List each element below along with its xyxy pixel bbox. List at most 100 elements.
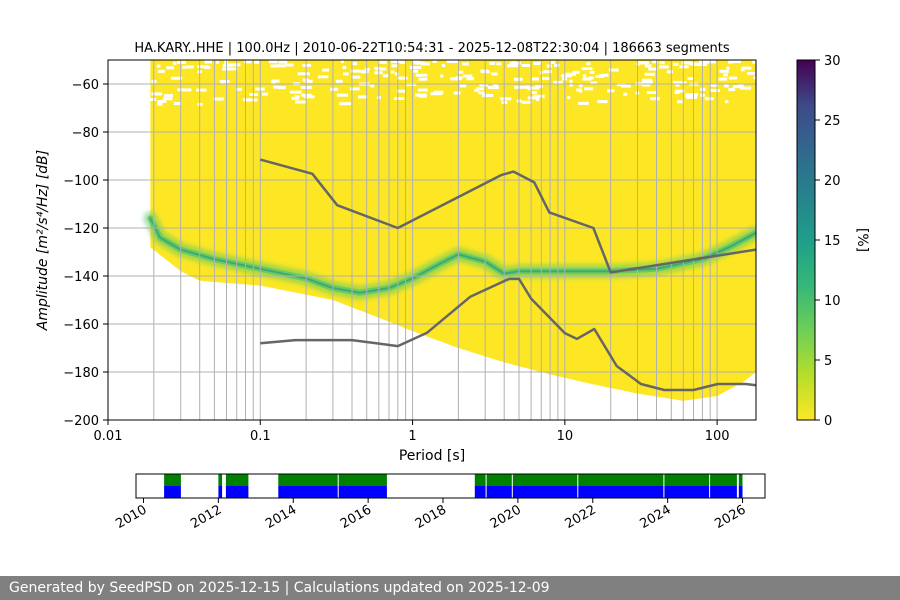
data-availability-timeline bbox=[164, 474, 743, 498]
heatmap-empty-bin bbox=[704, 97, 714, 101]
y-axis-ticks: −60 −80 −100 −120 −140 −160 −180 −200 bbox=[63, 78, 108, 429]
heatmap-empty-bin bbox=[621, 84, 631, 88]
heatmap-empty-bin bbox=[322, 68, 329, 72]
heatmap-empty-bin bbox=[709, 83, 719, 87]
heatmap-empty-bin bbox=[686, 95, 698, 99]
heatmap-empty-bin bbox=[213, 97, 224, 101]
heatmap-empty-bin bbox=[374, 66, 381, 70]
heatmap-empty-bin bbox=[724, 100, 729, 104]
heatmap-empty-bin bbox=[644, 72, 655, 76]
heatmap-empty-bin bbox=[512, 61, 516, 65]
heatmap-empty-bin bbox=[440, 74, 444, 78]
heatmap-empty-bin bbox=[474, 88, 479, 92]
colorbar-tick-label: 30 bbox=[824, 54, 841, 69]
heatmap-empty-bin bbox=[616, 83, 626, 87]
heatmap-empty-bin bbox=[695, 63, 708, 66]
heatmap-empty-bin bbox=[364, 67, 370, 71]
timeline-tick-label: 2016 bbox=[338, 502, 374, 532]
heatmap-empty-bin bbox=[271, 81, 276, 85]
psd-heatmap bbox=[143, 60, 756, 401]
heatmap-empty-bin bbox=[543, 70, 552, 74]
heatmap-empty-bin bbox=[420, 62, 430, 66]
colorbar-ticks: 0 5 10 15 20 25 30 bbox=[815, 54, 841, 429]
heatmap-empty-bin bbox=[400, 60, 406, 64]
heatmap-empty-bin bbox=[546, 64, 552, 68]
heatmap-empty-bin bbox=[219, 79, 230, 83]
heatmap-empty-bin bbox=[528, 87, 532, 91]
heatmap-empty-bin bbox=[719, 69, 729, 73]
heatmap-empty-bin bbox=[531, 91, 537, 94]
timeline-tick-label: 2014 bbox=[263, 502, 299, 532]
heatmap-empty-bin bbox=[450, 77, 460, 81]
timeline-tick-label: 2018 bbox=[413, 502, 449, 532]
heatmap-empty-bin bbox=[681, 61, 688, 65]
heatmap-empty-bin bbox=[491, 72, 498, 76]
heatmap-empty-bin bbox=[677, 100, 683, 104]
heatmap-empty-bin bbox=[228, 67, 238, 71]
heatmap-empty-bin bbox=[532, 77, 539, 81]
heatmap-empty-bin bbox=[197, 65, 209, 69]
x-axis-ticks: 0.01 0.1 1 10 100 bbox=[94, 420, 730, 444]
heatmap-empty-bin bbox=[650, 97, 660, 101]
heatmap-empty-bin bbox=[335, 79, 343, 83]
heatmap-empty-bin bbox=[216, 60, 220, 64]
heatmap-empty-bin bbox=[590, 81, 598, 85]
colorbar-tick-label: 0 bbox=[824, 414, 832, 429]
x-tick-label: 100 bbox=[705, 429, 730, 444]
heatmap-empty-bin bbox=[172, 61, 177, 65]
heatmap-empty-bin bbox=[482, 94, 494, 97]
timeline-data-available-bar bbox=[218, 474, 223, 486]
colorbar-tick-label: 5 bbox=[824, 354, 832, 369]
heatmap-empty-bin bbox=[340, 60, 344, 63]
heatmap-empty-bin bbox=[336, 93, 348, 97]
heatmap-empty-bin bbox=[351, 75, 361, 79]
heatmap-empty-bin bbox=[521, 64, 530, 67]
heatmap-empty-bin bbox=[476, 87, 485, 91]
y-tick-label: −140 bbox=[63, 270, 99, 285]
colorbar-tick-label: 10 bbox=[824, 294, 841, 309]
heatmap-empty-bin bbox=[285, 63, 294, 67]
heatmap-empty-bin bbox=[415, 73, 428, 77]
timeline-tick-label: 2020 bbox=[488, 502, 524, 532]
heatmap-empty-bin bbox=[726, 66, 730, 70]
heatmap-empty-bin bbox=[646, 91, 657, 94]
heatmap-empty-bin bbox=[151, 92, 163, 96]
heatmap-empty-bin bbox=[394, 97, 405, 100]
heatmap-empty-bin bbox=[533, 94, 545, 98]
heatmap-empty-bin bbox=[731, 60, 741, 64]
heatmap-empty-bin bbox=[157, 102, 163, 106]
heatmap-empty-bin bbox=[370, 84, 375, 88]
heatmap-empty-bin bbox=[500, 97, 512, 101]
heatmap-empty-bin bbox=[507, 64, 519, 68]
heatmap-empty-bin bbox=[349, 87, 360, 91]
heatmap-empty-bin bbox=[382, 74, 389, 78]
heatmap-empty-bin bbox=[753, 76, 756, 80]
heatmap-empty-bin bbox=[396, 89, 406, 93]
heatmap-empty-bin bbox=[361, 70, 369, 74]
heatmap-empty-bin bbox=[579, 84, 583, 88]
heatmap-empty-bin bbox=[418, 88, 428, 92]
heatmap-empty-bin bbox=[182, 65, 186, 69]
heatmap-empty-bin bbox=[675, 89, 685, 93]
heatmap-empty-bin bbox=[291, 96, 299, 100]
heatmap-empty-bin bbox=[295, 100, 307, 104]
heatmap-empty-bin bbox=[554, 63, 560, 67]
heatmap-empty-bin bbox=[351, 62, 358, 66]
y-tick-label: −200 bbox=[63, 414, 99, 429]
heatmap-empty-bin bbox=[432, 60, 437, 63]
heatmap-empty-bin bbox=[581, 67, 593, 71]
heatmap-empty-bin bbox=[459, 84, 467, 88]
heatmap-empty-bin bbox=[164, 94, 173, 98]
heatmap-empty-bin bbox=[157, 100, 167, 103]
footer-bar: Generated by SeedPSD on 2025-12-15 | Cal… bbox=[0, 576, 900, 600]
timeline-tick-label: 2010 bbox=[113, 502, 149, 532]
heatmap-empty-bin bbox=[330, 87, 339, 91]
heatmap-empty-bin bbox=[652, 60, 658, 64]
timeline-tick-label: 2022 bbox=[563, 502, 599, 532]
heatmap-empty-bin bbox=[728, 60, 733, 64]
heatmap-empty-bin bbox=[728, 88, 736, 92]
heatmap-empty-bin bbox=[458, 70, 464, 74]
heatmap-empty-bin bbox=[586, 62, 591, 66]
heatmap-empty-bin bbox=[673, 80, 682, 84]
heatmap-empty-bin bbox=[478, 91, 486, 95]
